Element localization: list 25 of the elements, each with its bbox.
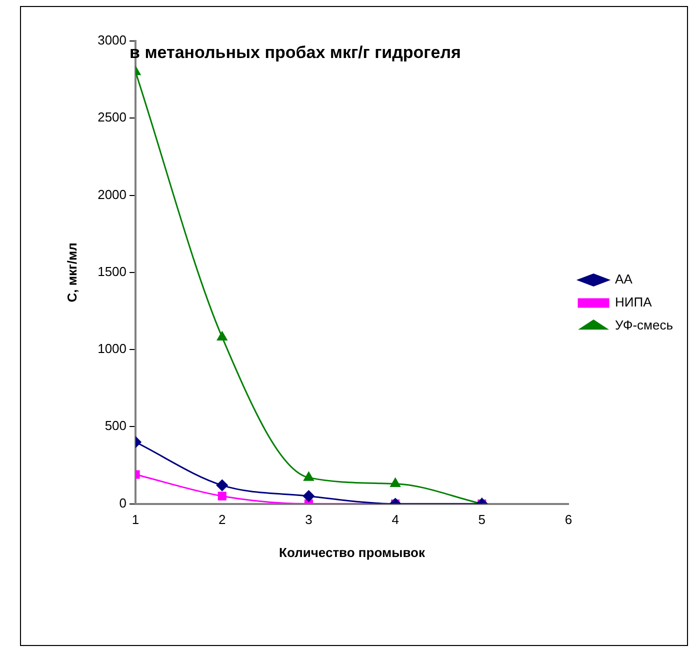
x-tick-label: 6 (564, 512, 572, 528)
legend-label: УФ-смесь (615, 318, 674, 333)
x-tick-label: 1 (132, 512, 140, 528)
x-tick-label: 5 (478, 512, 486, 528)
legend-label: НИПА (615, 294, 652, 310)
y-tick-label: 500 (104, 418, 127, 434)
chart-title: в метанольных пробах мкг/г гидрогеля (130, 43, 461, 62)
x-tick-label: 4 (392, 512, 399, 528)
y-tick-label: 0 (119, 495, 127, 510)
y-tick-label: 3000 (98, 32, 127, 48)
x-axis-title: Количество промывок (279, 544, 426, 560)
point (218, 492, 226, 500)
y-tick-label: 2500 (98, 110, 127, 125)
y-tick-label: 1000 (98, 341, 127, 356)
y-tick-label: 2000 (98, 186, 127, 202)
point (304, 472, 314, 481)
point (216, 480, 228, 492)
y-axis-title: С, мкг/мл (64, 242, 80, 302)
legend-label: АА (615, 272, 633, 287)
y-tick-label: 1500 (98, 264, 127, 279)
x-tick-label: 3 (305, 512, 312, 528)
x-tick-label: 2 (218, 512, 226, 528)
point (302, 490, 314, 502)
point (217, 331, 228, 340)
point (390, 478, 400, 487)
